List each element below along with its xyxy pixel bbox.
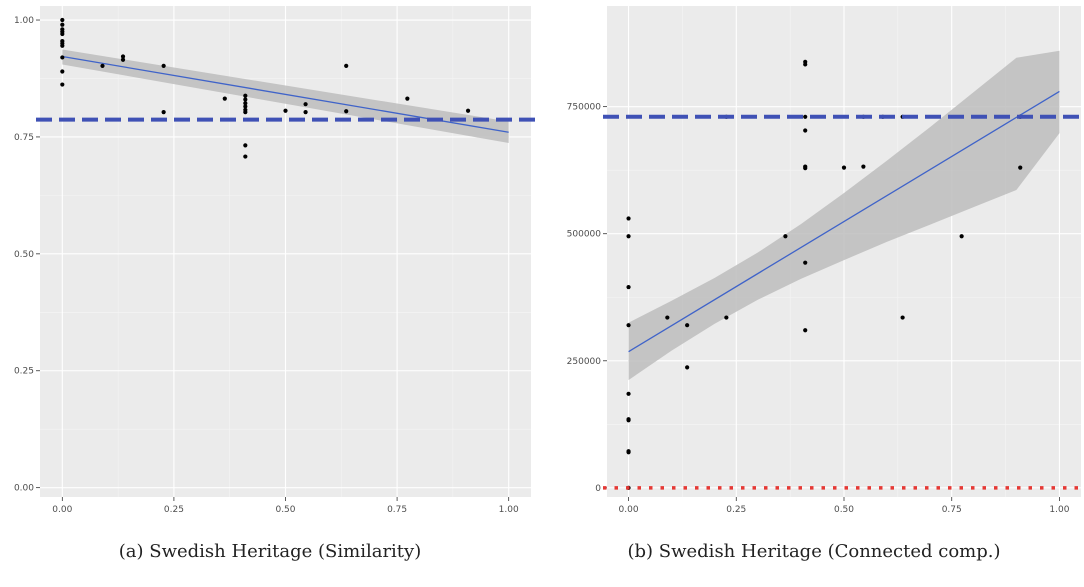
data-point bbox=[626, 284, 631, 290]
data-point bbox=[243, 101, 248, 106]
data-point bbox=[60, 43, 65, 48]
data-point bbox=[959, 234, 964, 239]
y-tick-label: 500000 bbox=[567, 230, 602, 240]
data-point bbox=[243, 154, 248, 159]
y-tick-label: 0.00 bbox=[14, 484, 34, 494]
data-point bbox=[626, 323, 631, 328]
data-point bbox=[626, 216, 631, 221]
data-point bbox=[60, 17, 65, 23]
plot-layer bbox=[626, 50, 1060, 490]
y-tick-label: 0 bbox=[595, 484, 601, 494]
data-point bbox=[861, 164, 866, 169]
y-tick-label: 250000 bbox=[567, 357, 602, 367]
data-point bbox=[900, 315, 905, 320]
data-point bbox=[803, 260, 808, 265]
data-point bbox=[724, 315, 729, 320]
data-point bbox=[626, 450, 631, 455]
chart-b: 0.00 0.25 0.50 0.75 1.00 0 250000 500000 750000 bbox=[567, 6, 1084, 515]
data-point bbox=[1018, 165, 1023, 170]
data-point bbox=[100, 63, 105, 68]
data-point bbox=[685, 365, 690, 370]
x-tick-label: 1.00 bbox=[499, 505, 519, 515]
y-tick-label: 1.00 bbox=[14, 16, 34, 26]
data-point bbox=[665, 315, 670, 320]
data-point bbox=[243, 110, 248, 115]
confidence-band bbox=[62, 49, 509, 143]
data-point bbox=[783, 234, 788, 239]
data-point bbox=[243, 97, 248, 102]
data-point bbox=[626, 391, 631, 396]
data-point bbox=[243, 143, 248, 148]
data-point bbox=[60, 22, 65, 27]
data-point bbox=[465, 108, 471, 113]
x-tick-label: 0.00 bbox=[52, 505, 72, 515]
data-point bbox=[60, 31, 65, 37]
data-point bbox=[222, 96, 227, 101]
data-point bbox=[60, 55, 65, 60]
data-point bbox=[283, 108, 288, 113]
x-tick-label: 1.00 bbox=[1049, 505, 1069, 515]
data-point bbox=[120, 54, 126, 59]
data-point bbox=[803, 166, 808, 171]
data-point bbox=[803, 128, 808, 133]
y-tick-label: 750000 bbox=[567, 103, 602, 113]
data-point bbox=[626, 418, 631, 423]
x-tick-label: 0.50 bbox=[275, 505, 295, 515]
chart-panel-b: 0.00 0.25 0.50 0.75 1.00 0 250000 500000 750000 … bbox=[544, 0, 1084, 587]
data-point bbox=[60, 82, 65, 87]
data-point bbox=[344, 109, 349, 114]
data-point bbox=[243, 93, 248, 98]
caption-a: (a) Swedish Heritage (Similarity) bbox=[118, 541, 422, 562]
data-point bbox=[243, 104, 248, 109]
chart-panel-a: 0.00 0.25 0.50 0.75 1.00 0.00 0.25 0.50 0.75 1.00… bbox=[0, 0, 540, 587]
x-tick-label: 0.25 bbox=[726, 505, 746, 515]
y-tick-label: 0.75 bbox=[14, 133, 34, 143]
data-point bbox=[344, 63, 349, 68]
x-tick-label: 0.50 bbox=[834, 505, 854, 515]
caption-b: (b) Swedish Heritage (Connected comp.) bbox=[627, 541, 1001, 562]
x-tick-label: 0.00 bbox=[619, 505, 639, 515]
data-point bbox=[303, 110, 308, 115]
data-point bbox=[841, 165, 847, 170]
trend-line bbox=[628, 90, 1060, 353]
data-point bbox=[161, 63, 166, 68]
data-point bbox=[405, 96, 410, 101]
confidence-band bbox=[628, 50, 1060, 381]
x-tick-label: 0.25 bbox=[164, 505, 184, 515]
data-point bbox=[803, 62, 808, 67]
data-point bbox=[161, 110, 166, 115]
chart-a: 0.00 0.25 0.50 0.75 1.00 0.00 0.25 0.50 0.75 1.00 bbox=[14, 6, 535, 515]
data-point bbox=[60, 69, 65, 74]
data-point bbox=[685, 323, 690, 328]
data-point bbox=[803, 328, 808, 333]
y-tick-label: 0.50 bbox=[14, 250, 34, 260]
x-tick-label: 0.75 bbox=[387, 505, 407, 515]
data-point bbox=[803, 114, 808, 119]
data-point bbox=[120, 57, 126, 62]
data-point bbox=[626, 234, 631, 239]
x-tick-label: 0.75 bbox=[942, 505, 962, 515]
data-point bbox=[303, 102, 308, 107]
y-tick-label: 0.25 bbox=[14, 367, 34, 377]
